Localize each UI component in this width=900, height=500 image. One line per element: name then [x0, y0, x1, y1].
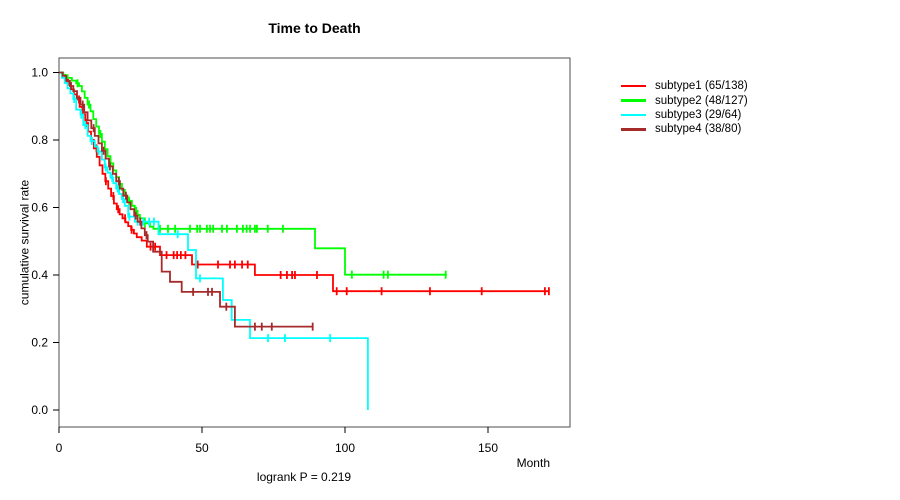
x-axis-title: Month	[516, 456, 550, 470]
svg-text:100: 100	[335, 441, 355, 455]
legend: subtype1 (65/138) subtype2 (48/127) subt…	[621, 79, 748, 137]
svg-text:150: 150	[478, 441, 498, 455]
svg-text:0.8: 0.8	[31, 133, 48, 147]
legend-line-swatch-subtype2	[621, 99, 646, 102]
svg-text:0.2: 0.2	[31, 336, 48, 350]
svg-text:0.4: 0.4	[31, 268, 48, 282]
logrank-annotation: logrank P = 0.219	[256, 470, 352, 484]
legend-line-swatch-subtype4	[621, 128, 646, 131]
legend-line-swatch-subtype1	[621, 84, 646, 88]
svg-text:1.0: 1.0	[31, 66, 48, 80]
legend-item-subtype4: subtype4 (38/80)	[621, 122, 748, 136]
svg-text:50: 50	[195, 441, 209, 455]
legend-label-subtype2: subtype2 (48/127)	[655, 94, 748, 107]
legend-item-subtype2: subtype2 (48/127)	[621, 93, 748, 107]
legend-label-subtype1: subtype1 (65/138)	[655, 80, 748, 93]
legend-label-subtype4: subtype4 (38/80)	[655, 123, 742, 136]
legend-item-subtype3: subtype3 (29/64)	[621, 108, 748, 122]
chart-title: Time to Death	[268, 20, 361, 36]
legend-item-subtype1: subtype1 (65/138)	[621, 79, 748, 93]
legend-line-swatch-subtype3	[621, 113, 646, 117]
svg-text:0.0: 0.0	[31, 403, 48, 417]
svg-text:0.6: 0.6	[31, 201, 48, 215]
svg-text:0: 0	[56, 441, 63, 455]
legend-label-subtype3: subtype3 (29/64)	[655, 108, 742, 121]
